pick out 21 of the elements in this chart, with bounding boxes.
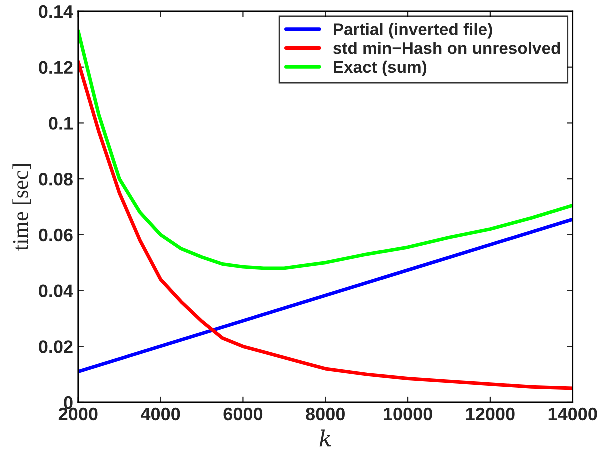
y-tick-label: 0.14 [39,5,74,18]
y-tick-label: 0 [64,396,73,410]
legend-label: Partial (inverted file) [334,23,492,39]
y-tick-label: 0.04 [39,284,74,298]
x-tick-label: 14000 [548,408,598,421]
legend-label: Exact (sum) [334,60,427,76]
x-tick-label: 4000 [140,408,180,421]
y-tick-label: 0.12 [39,61,73,74]
x-tick-label: 10000 [384,408,432,421]
y-tick-label: 0.02 [39,340,73,354]
legend-label: std min−Hash on unresolved [333,42,560,54]
y-tick-label: 0.08 [39,173,73,186]
x-tick-label: 6000 [224,408,263,421]
y-tick-label: 0.1 [49,117,74,130]
x-axis-title: k [320,430,332,447]
x-tick-label: 2000 [58,408,98,421]
y-tick-label: 0.06 [39,228,73,242]
y-axis-title: time [sec] [12,164,32,251]
x-tick-label: 12000 [466,408,515,421]
line-series [78,60,573,390]
x-tick-label: 8000 [306,408,345,421]
